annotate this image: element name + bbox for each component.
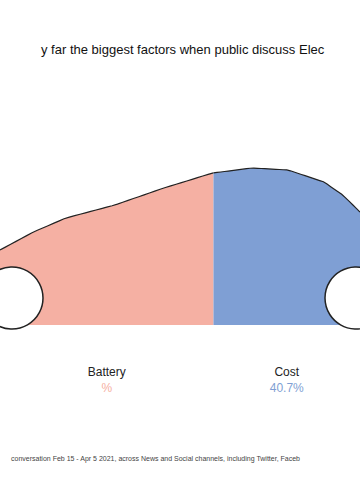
svg-text:40.7%: 40.7%	[270, 381, 304, 395]
svg-text:Battery: Battery	[88, 365, 126, 379]
svg-text:%: %	[101, 381, 112, 395]
svg-text:y far the biggest factors when: y far the biggest factors when public di…	[41, 42, 325, 57]
svg-text:conversation Feb 15 - Apr 5 20: conversation Feb 15 - Apr 5 2021, across…	[11, 455, 300, 463]
svg-text:Cost: Cost	[274, 365, 299, 379]
